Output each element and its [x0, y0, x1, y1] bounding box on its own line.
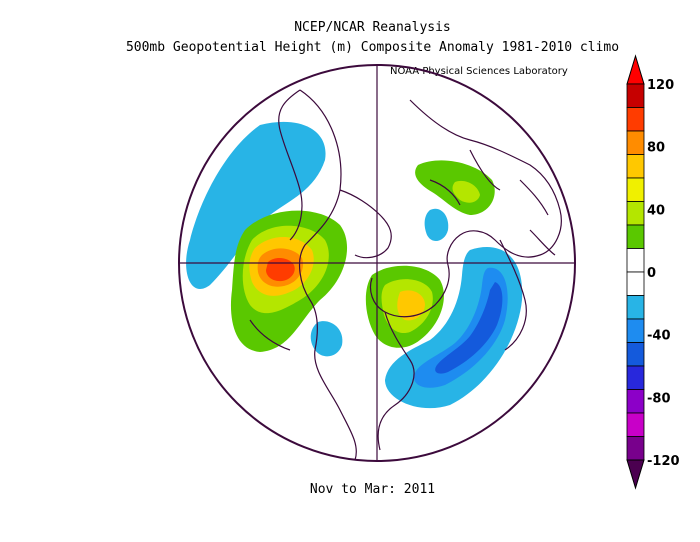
colorbar-segment [626, 154, 645, 179]
colorbar-segment [626, 342, 645, 367]
colorbar-tick-label: -80 [647, 391, 671, 406]
colorbar-tick-label: 120 [647, 78, 674, 93]
colorbar-segment [626, 248, 645, 273]
colorbar-top-arrow [626, 54, 645, 85]
credit-label: NOAA Physical Sciences Laboratory [390, 66, 568, 77]
colorbar-ticks: 120 80 40 0 -40 -80 -120 [647, 78, 680, 469]
anomaly-north-america-ridge [230, 210, 348, 352]
colorbar-segment [626, 389, 645, 414]
map-boundary-circle [178, 64, 576, 462]
colorbar-segment [626, 224, 645, 249]
colorbar-segment [626, 130, 645, 155]
anomaly-siberia-positive [415, 160, 495, 215]
colorbar-segment [626, 436, 645, 461]
colorbar-segment [626, 412, 645, 437]
colorbar-tick-label: 40 [647, 203, 665, 218]
colorbar-segment [626, 201, 645, 226]
continent-outlines [249, 89, 562, 461]
colorbar-segment [626, 365, 645, 390]
colorbar-segment [626, 107, 645, 132]
colorbar-tick-label: 80 [647, 141, 665, 156]
colorbar-tick-label: 0 [647, 266, 656, 281]
anomaly-atlantic-trough [385, 247, 523, 409]
colorbar-segments [626, 54, 645, 490]
colorbar-segment [626, 83, 645, 108]
colorbar-segment [626, 295, 645, 320]
anomaly-atlantic-europe-positive [365, 265, 444, 348]
title-line-2: 500mb Geopotential Height (m) Composite … [125, 40, 620, 55]
anomaly-central-pacific-negative [310, 208, 449, 357]
colorbar-segment [626, 177, 645, 202]
anomaly-north-pacific-negative [186, 121, 326, 289]
period-label: Nov to Mar: 2011 [309, 482, 436, 497]
colorbar-tick-label: -120 [647, 454, 680, 469]
colorbar-segment [626, 318, 645, 343]
title-line-1: NCEP/NCAR Reanalysis [294, 20, 451, 35]
colorbar-bottom-arrow [626, 459, 645, 490]
colorbar-segment [626, 271, 645, 296]
colorbar-tick-label: -40 [647, 329, 671, 344]
